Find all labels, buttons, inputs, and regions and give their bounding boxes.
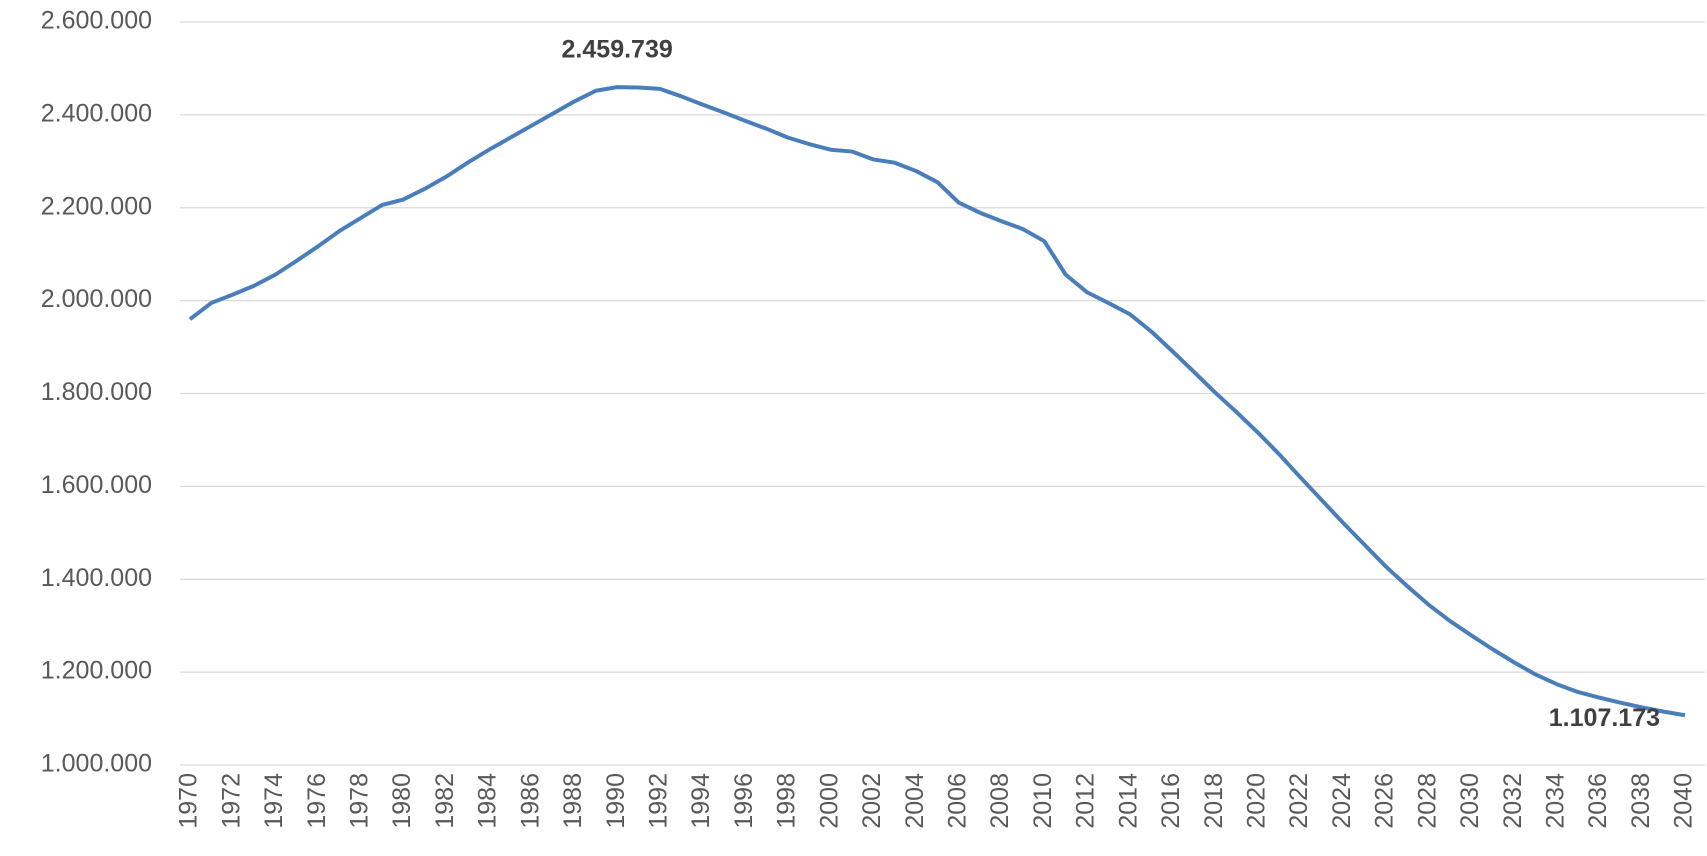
x-tick-label: 2012 xyxy=(1072,773,1100,829)
x-tick-label: 2038 xyxy=(1627,773,1655,829)
x-tick-label: 1986 xyxy=(516,773,544,829)
x-tick-label: 1970 xyxy=(175,773,203,829)
y-tick-label: 2.400.000 xyxy=(41,99,152,127)
y-tick-label: 2.600.000 xyxy=(41,7,152,35)
x-tick-label: 2004 xyxy=(901,773,929,829)
x-tick-label: 2002 xyxy=(858,773,886,829)
x-tick-label: 2006 xyxy=(943,773,971,829)
data-line xyxy=(188,85,1686,718)
x-tick-label: 1984 xyxy=(474,773,502,829)
x-tick-label: 2018 xyxy=(1200,773,1228,829)
x-tick-label: 2010 xyxy=(1029,773,1057,829)
x-tick-label: 1996 xyxy=(730,773,758,829)
value-label: 1.107.173 xyxy=(1549,704,1660,732)
x-tick-label: 1972 xyxy=(217,773,245,829)
x-tick-label: 1976 xyxy=(303,773,331,829)
x-tick-label: 2034 xyxy=(1541,773,1569,829)
y-tick-label: 1.600.000 xyxy=(41,471,152,499)
x-tick-label: 2036 xyxy=(1584,773,1612,829)
y-tick-label: 1.800.000 xyxy=(41,378,152,406)
x-tick-label: 2028 xyxy=(1413,773,1441,829)
x-tick-label: 2026 xyxy=(1371,773,1399,829)
x-tick-label: 2000 xyxy=(815,773,843,829)
x-tick-label: 2014 xyxy=(1114,773,1142,829)
x-tick-label: 1992 xyxy=(644,773,672,829)
y-tick-label: 1.000.000 xyxy=(41,750,152,778)
x-tick-label: 1990 xyxy=(602,773,630,829)
x-tick-label: 2040 xyxy=(1670,773,1698,829)
x-tick-label: 1974 xyxy=(260,773,288,829)
x-tick-label: 1982 xyxy=(431,773,459,829)
x-tick-label: 2016 xyxy=(1157,773,1185,829)
y-tick-label: 1.400.000 xyxy=(41,564,152,592)
x-tick-label: 2020 xyxy=(1242,773,1270,829)
x-tick-label: 2024 xyxy=(1328,773,1356,829)
x-tick-label: 2008 xyxy=(986,773,1014,829)
y-tick-label: 2.200.000 xyxy=(41,192,152,220)
y-tick-label: 1.200.000 xyxy=(41,657,152,685)
x-tick-label: 2022 xyxy=(1285,773,1313,829)
x-tick-label: 1994 xyxy=(687,773,715,829)
x-tick-label: 1978 xyxy=(345,773,373,829)
value-label: 2.459.739 xyxy=(562,36,673,64)
x-tick-label: 1980 xyxy=(388,773,416,829)
x-tick-label: 2032 xyxy=(1499,773,1527,829)
y-tick-label: 2.000.000 xyxy=(41,285,152,313)
x-tick-label: 2030 xyxy=(1456,773,1484,829)
x-tick-label: 1998 xyxy=(773,773,801,829)
x-tick-label: 1988 xyxy=(559,773,587,829)
